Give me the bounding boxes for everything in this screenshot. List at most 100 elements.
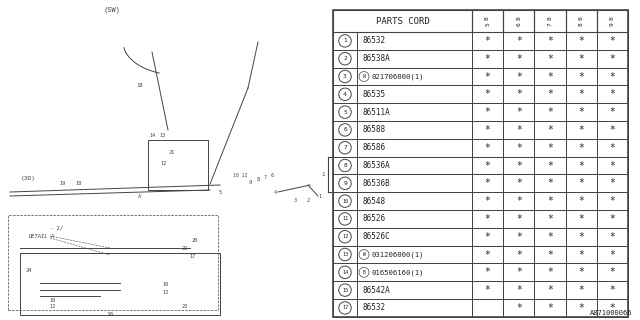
Bar <box>472 174 503 192</box>
Bar <box>472 121 503 139</box>
Text: *: * <box>484 196 490 206</box>
Bar <box>503 299 534 317</box>
Text: *: * <box>579 303 584 313</box>
Text: *: * <box>579 54 584 64</box>
Text: 1: 1 <box>343 38 347 44</box>
Text: 14: 14 <box>149 132 155 138</box>
Text: 86526C: 86526C <box>362 232 390 241</box>
Bar <box>472 68 503 85</box>
Text: *: * <box>609 250 615 260</box>
Text: *: * <box>484 54 490 64</box>
Text: *: * <box>609 178 615 188</box>
Bar <box>534 281 566 299</box>
Text: 8: 8 <box>547 16 552 20</box>
Text: 12: 12 <box>162 290 168 294</box>
Text: *: * <box>609 143 615 153</box>
Bar <box>357 281 472 299</box>
Bar <box>597 139 628 156</box>
Text: *: * <box>579 89 584 99</box>
Bar <box>357 299 472 317</box>
Text: 10: 10 <box>49 298 55 302</box>
Bar <box>534 210 566 228</box>
Text: *: * <box>547 196 553 206</box>
Text: *: * <box>579 71 584 82</box>
Bar <box>333 228 357 246</box>
Text: 8: 8 <box>257 177 260 181</box>
Text: *: * <box>579 196 584 206</box>
Text: *: * <box>516 214 522 224</box>
Text: 7: 7 <box>547 22 552 26</box>
Text: *: * <box>484 232 490 242</box>
Text: 5: 5 <box>343 109 347 115</box>
Text: 13: 13 <box>159 132 165 138</box>
Bar <box>357 121 472 139</box>
Text: 8: 8 <box>579 16 584 20</box>
Text: 12: 12 <box>160 161 166 165</box>
Text: *: * <box>609 36 615 46</box>
Bar <box>20 253 220 315</box>
Text: *: * <box>609 71 615 82</box>
Text: 20: 20 <box>192 237 198 243</box>
Text: *: * <box>547 285 553 295</box>
Bar <box>503 103 534 121</box>
Bar <box>566 299 597 317</box>
Text: *: * <box>609 196 615 206</box>
Text: 11: 11 <box>342 216 348 221</box>
Text: 016506160(1): 016506160(1) <box>371 269 424 276</box>
Text: *: * <box>579 214 584 224</box>
Text: *: * <box>609 285 615 295</box>
Text: 6: 6 <box>271 172 273 178</box>
Text: - 2/: - 2/ <box>50 226 63 230</box>
Text: *: * <box>547 250 553 260</box>
Bar <box>357 210 472 228</box>
Bar <box>566 50 597 68</box>
Bar <box>357 32 472 50</box>
Text: 2: 2 <box>343 56 347 61</box>
Text: *: * <box>547 143 553 153</box>
Bar <box>534 192 566 210</box>
Text: *: * <box>516 89 522 99</box>
Bar <box>597 10 628 32</box>
Text: *: * <box>547 214 553 224</box>
Bar <box>333 192 357 210</box>
Text: 7: 7 <box>343 145 347 150</box>
Bar <box>597 68 628 85</box>
Text: 5: 5 <box>485 22 490 26</box>
Bar <box>534 263 566 281</box>
Text: DETAIL A: DETAIL A <box>28 234 54 238</box>
Text: 4: 4 <box>273 190 276 196</box>
Bar <box>472 85 503 103</box>
Bar <box>534 10 566 32</box>
Text: 19: 19 <box>59 180 65 186</box>
Text: 10: 10 <box>162 283 168 287</box>
Text: 86536A: 86536A <box>362 161 390 170</box>
Text: *: * <box>484 214 490 224</box>
Text: 2: 2 <box>307 198 310 204</box>
Text: *: * <box>484 89 490 99</box>
Bar <box>333 103 357 121</box>
Bar <box>503 139 534 156</box>
Bar <box>503 50 534 68</box>
Text: *: * <box>547 36 553 46</box>
Text: *: * <box>579 267 584 277</box>
Bar <box>357 103 472 121</box>
Bar <box>333 32 357 50</box>
Text: (3D): (3D) <box>20 175 35 180</box>
Text: *: * <box>484 36 490 46</box>
Bar <box>472 139 503 156</box>
Text: 031206000(1): 031206000(1) <box>371 251 424 258</box>
Bar <box>333 50 357 68</box>
Text: 9: 9 <box>248 180 252 185</box>
Text: 15: 15 <box>342 288 348 292</box>
Text: *: * <box>516 143 522 153</box>
Bar <box>566 10 597 32</box>
Bar <box>566 281 597 299</box>
Bar <box>472 103 503 121</box>
Text: 86532: 86532 <box>362 303 385 312</box>
Text: *: * <box>579 36 584 46</box>
Bar <box>566 192 597 210</box>
Bar <box>357 228 472 246</box>
Text: *: * <box>484 178 490 188</box>
Text: 9: 9 <box>343 181 347 186</box>
Text: 8: 8 <box>579 22 584 26</box>
